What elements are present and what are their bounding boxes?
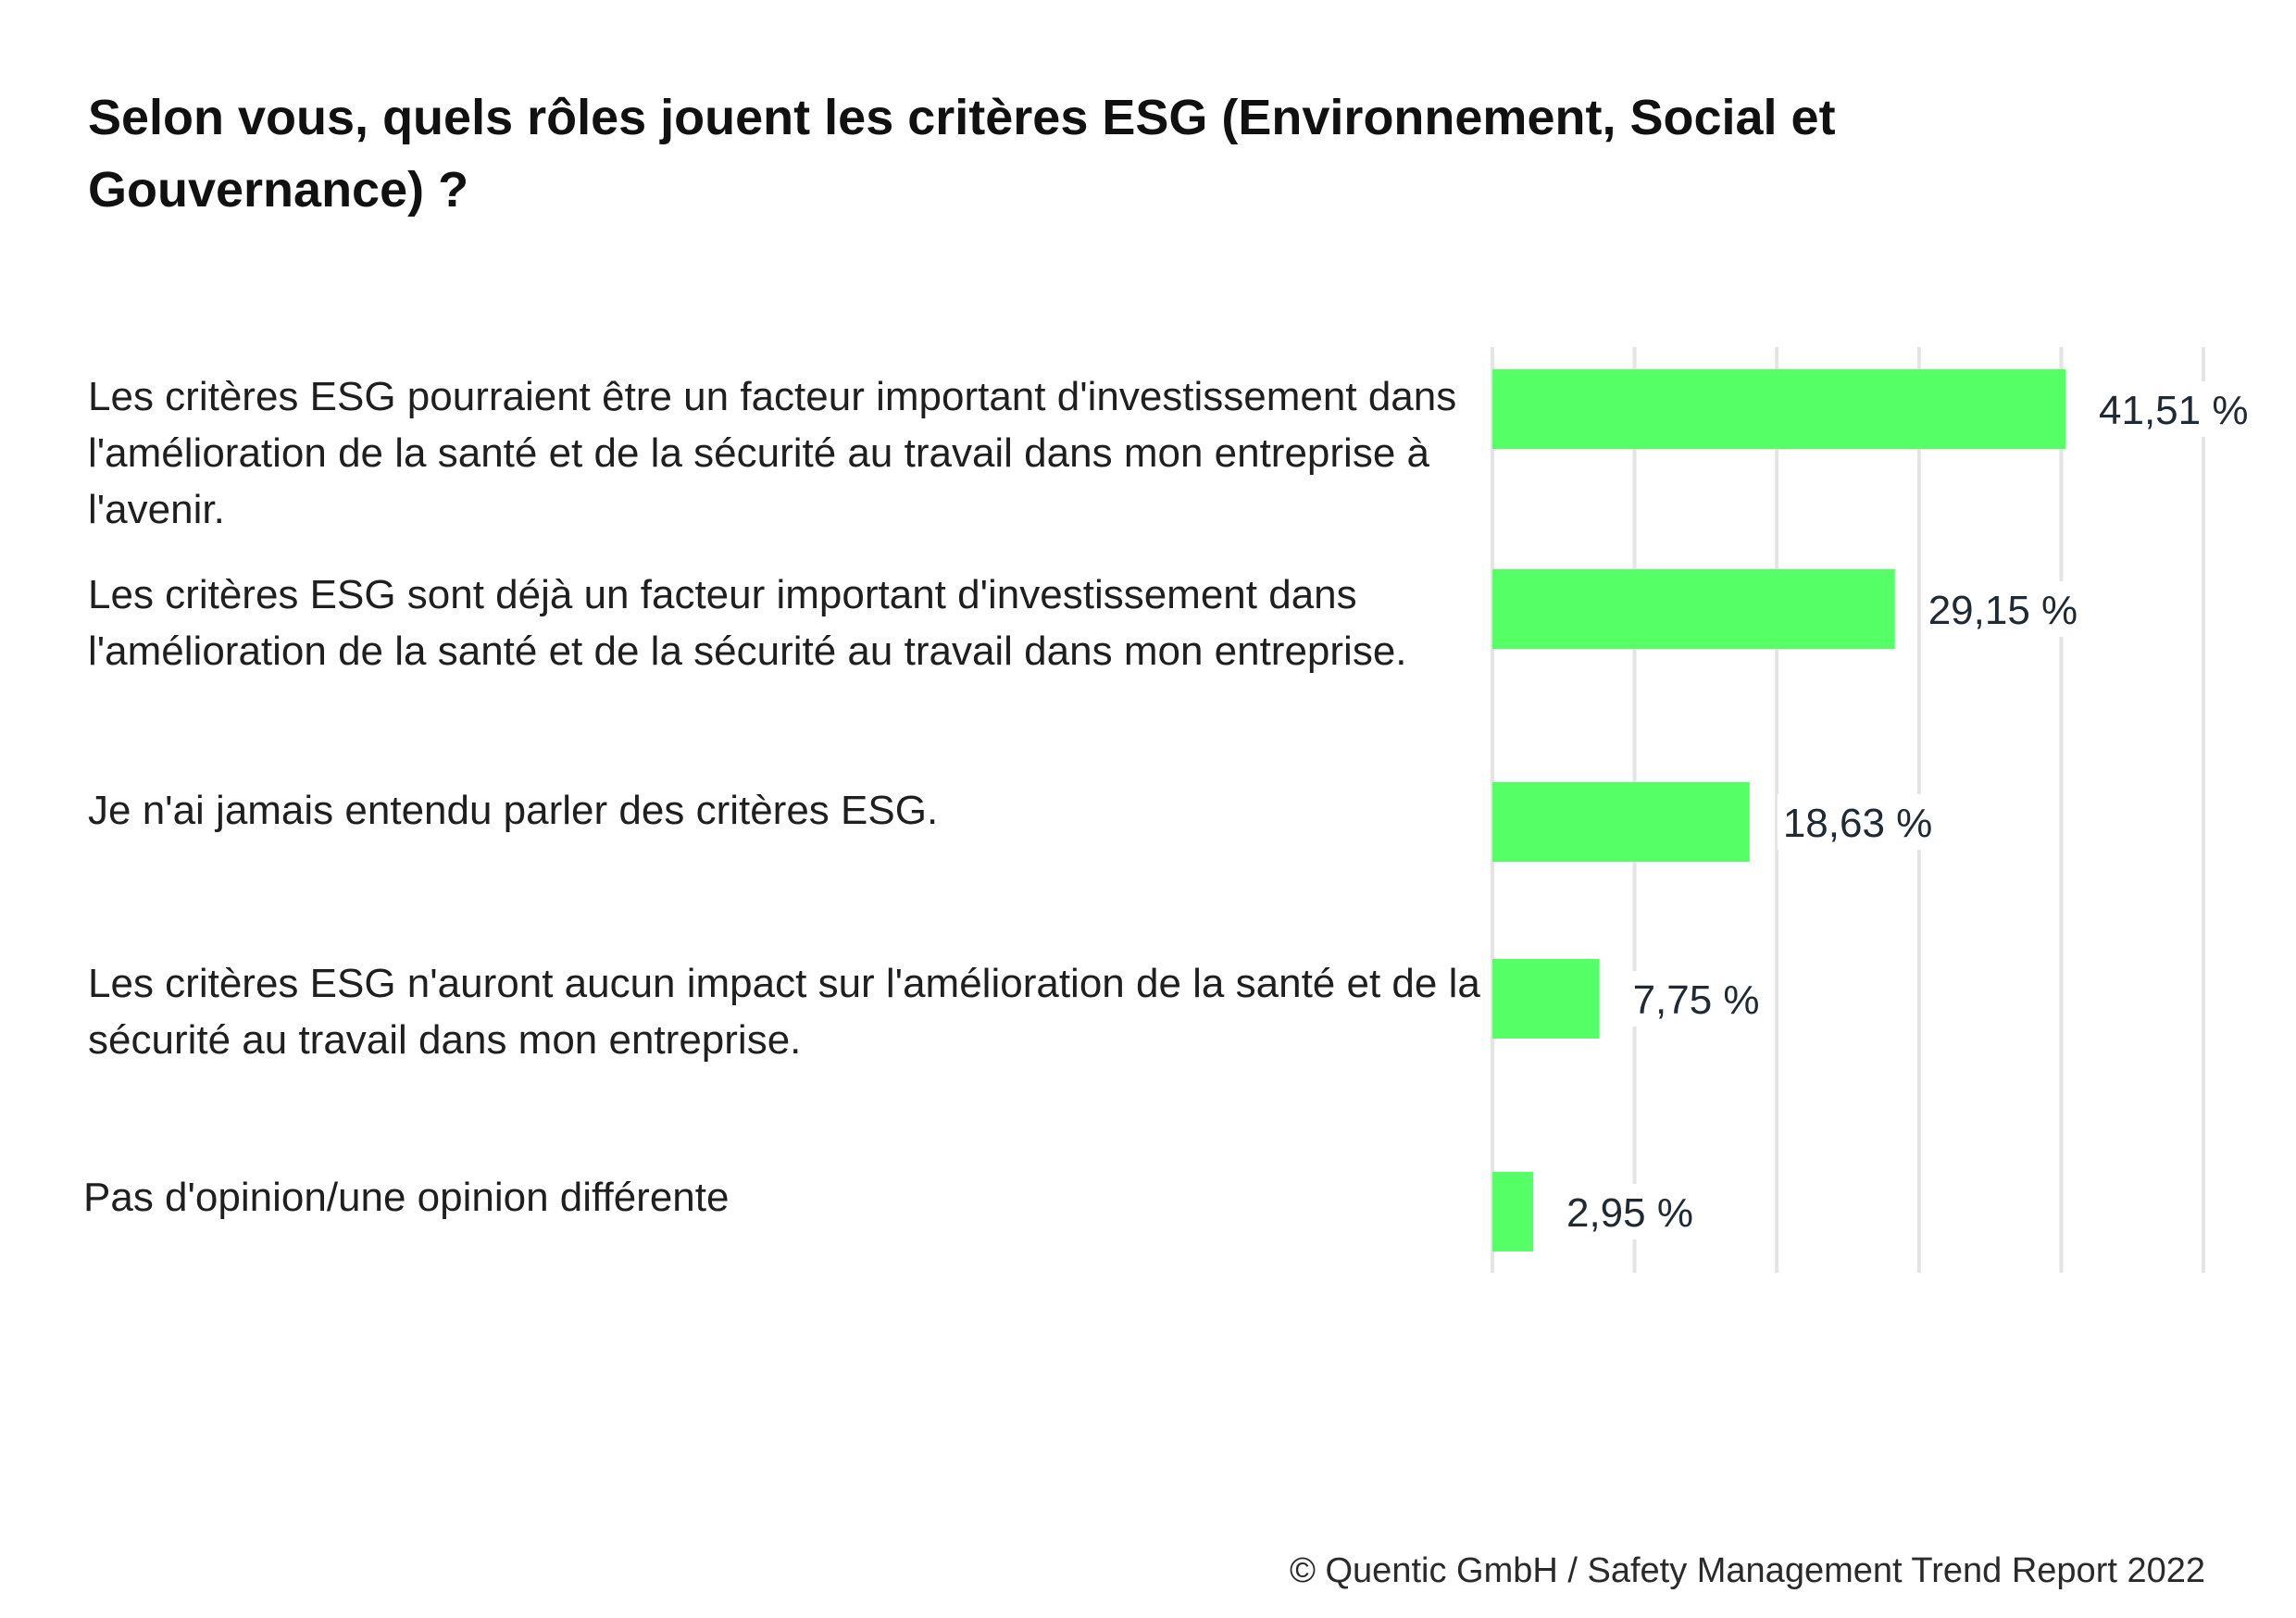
bar-5	[1492, 1172, 1533, 1251]
value-label-4: 7,75 %	[1633, 977, 1760, 1023]
value-label-2: 29,15 %	[1928, 588, 2078, 633]
category-label-1: Les critères ESG pourraient être un fact…	[88, 374, 1457, 532]
category-label-2: Les critères ESG sont déjà un facteur im…	[88, 572, 1407, 674]
bar-2	[1492, 569, 1895, 649]
bar-3	[1492, 782, 1750, 862]
value-label-backdrop-3	[1777, 794, 1942, 850]
value-label-5: 2,95 %	[1566, 1190, 1693, 1236]
category-label-3: Je n'ai jamais entendu parler des critèr…	[88, 788, 939, 833]
value-label-3: 18,63 %	[1783, 801, 1932, 846]
value-label-backdrop-2	[1922, 581, 2088, 637]
bar-1	[1492, 369, 2066, 449]
chart-title: Selon vous, quels rôles jouent les critè…	[88, 90, 1836, 218]
value-label-backdrop-5	[1560, 1184, 1703, 1239]
value-label-backdrop-4	[1627, 971, 1770, 1027]
value-label-backdrop-1	[2093, 381, 2259, 437]
category-label-5: Pas d'opinion/une opinion différente	[83, 1175, 730, 1220]
value-label-1: 41,51 %	[2099, 388, 2248, 433]
category-label-4: Les critères ESG n'auront aucun impact s…	[88, 961, 1480, 1063]
copyright-footer: © Quentic GmbH / Safety Management Trend…	[1289, 1551, 2205, 1590]
bar-4	[1492, 959, 1600, 1039]
